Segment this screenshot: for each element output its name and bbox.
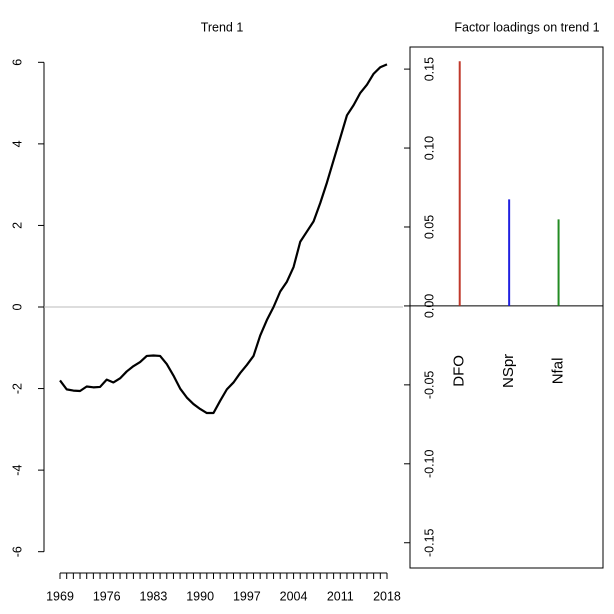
x-tick-label: 1983	[140, 589, 168, 603]
x-tick-label: 2011	[327, 589, 354, 603]
x-tick-label: 2004	[280, 589, 308, 603]
y-tick-label: -4	[10, 465, 24, 476]
y-tick-label: 0.05	[422, 215, 436, 239]
x-tick-label: 1997	[233, 589, 261, 603]
y-tick-label: -6	[10, 546, 24, 557]
y-tick-label: 0	[10, 303, 24, 310]
x-tick-label: 1990	[186, 589, 214, 603]
trend-line	[59, 63, 388, 415]
chart-title: Trend 1	[201, 20, 244, 34]
y-tick-label: 2	[10, 222, 24, 229]
plot-box	[409, 46, 604, 569]
x-tick-label: 2018	[373, 589, 401, 603]
category-label: DFO	[451, 355, 468, 387]
y-tick-label: 6	[10, 59, 24, 66]
y-tick-label: -0.15	[422, 528, 436, 557]
chart-title: Factor loadings on trend 1	[454, 20, 599, 34]
category-label: NSpr	[500, 354, 517, 388]
y-tick-label: -0.05	[422, 371, 436, 400]
y-tick-label: 0.10	[422, 136, 436, 160]
y-tick-label: 4	[10, 140, 24, 147]
y-tick-label: -0.10	[422, 450, 436, 479]
category-label: Nfal	[550, 358, 567, 385]
y-tick-label: 0.15	[422, 57, 436, 81]
y-tick-label: -2	[10, 383, 24, 394]
x-tick-label: 1976	[93, 589, 121, 603]
x-tick-label: 1969	[46, 589, 74, 603]
